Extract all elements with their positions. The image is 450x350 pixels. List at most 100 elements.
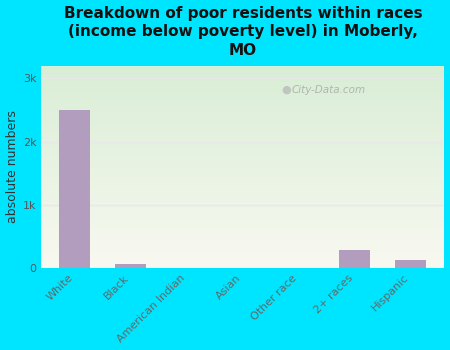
Bar [41,79,445,81]
Bar [41,253,445,254]
Bar [41,143,445,144]
Bar [41,195,445,196]
Bar [41,236,445,237]
Bar [41,151,445,152]
Bar [41,94,445,96]
Bar [41,122,445,124]
Bar [41,170,445,171]
Bar [41,260,445,261]
Bar [41,161,445,163]
Bar [41,71,445,72]
Bar [41,221,445,222]
Bar [41,125,445,126]
Bar [41,158,445,159]
Bar [41,147,445,148]
Bar [41,121,445,122]
Bar [41,237,445,238]
Bar [41,118,445,120]
Bar [41,112,445,113]
Bar [41,102,445,104]
Bar [41,101,445,102]
Bar [41,152,445,153]
Bar [41,163,445,164]
Bar [41,110,445,112]
Bar [41,183,445,184]
Bar [41,267,445,268]
Bar [41,219,445,221]
Bar [41,245,445,246]
Bar [41,132,445,133]
Bar [41,230,445,232]
Bar [41,107,445,109]
Bar [41,213,445,214]
Bar [41,91,445,93]
Bar [41,149,445,151]
Bar [41,226,445,228]
Bar [41,86,445,88]
Bar [41,114,445,116]
Bar [41,82,445,83]
Bar [41,191,445,193]
Bar [41,248,445,249]
Bar [41,83,445,85]
Bar [41,148,445,149]
Bar [41,179,445,180]
Bar [41,134,445,136]
Bar [41,97,445,98]
Bar [41,133,445,134]
Bar [41,172,445,174]
Bar [41,174,445,175]
Bar [41,78,445,79]
Bar [41,98,445,99]
Bar [41,261,445,262]
Bar [41,256,445,257]
Bar [41,120,445,121]
Bar [41,190,445,191]
Bar [41,250,445,252]
Bar [41,232,445,233]
Bar [41,99,445,101]
Bar [41,128,445,129]
Bar [41,249,445,250]
Bar [41,167,445,168]
Bar [41,194,445,195]
Bar [41,96,445,97]
Bar [41,144,445,145]
Bar [41,166,445,167]
Bar [41,69,445,70]
Bar [41,93,445,94]
Bar [41,209,445,210]
Bar [41,153,445,155]
Bar [41,198,445,199]
Y-axis label: absolute numbers: absolute numbers [5,111,18,223]
Bar [41,67,445,69]
Bar [41,129,445,131]
Bar [41,137,445,139]
Bar [41,70,445,71]
Bar [41,105,445,106]
Bar [41,222,445,223]
Bar [41,85,445,86]
Bar [41,246,445,248]
Bar [41,265,445,267]
Bar [41,131,445,132]
Bar [41,229,445,230]
Bar [41,141,445,143]
Bar [41,113,445,114]
Bar [41,155,445,156]
Bar [41,215,445,217]
Bar [41,124,445,125]
Bar [41,241,445,242]
Bar [41,196,445,198]
Bar [41,117,445,118]
Bar [41,203,445,205]
Bar [41,178,445,179]
Bar [41,140,445,141]
Bar [115,264,146,268]
Bar [41,252,445,253]
Bar [41,193,445,194]
Bar [41,202,445,203]
Bar [41,242,445,244]
Bar [339,250,370,268]
Bar [41,233,445,234]
